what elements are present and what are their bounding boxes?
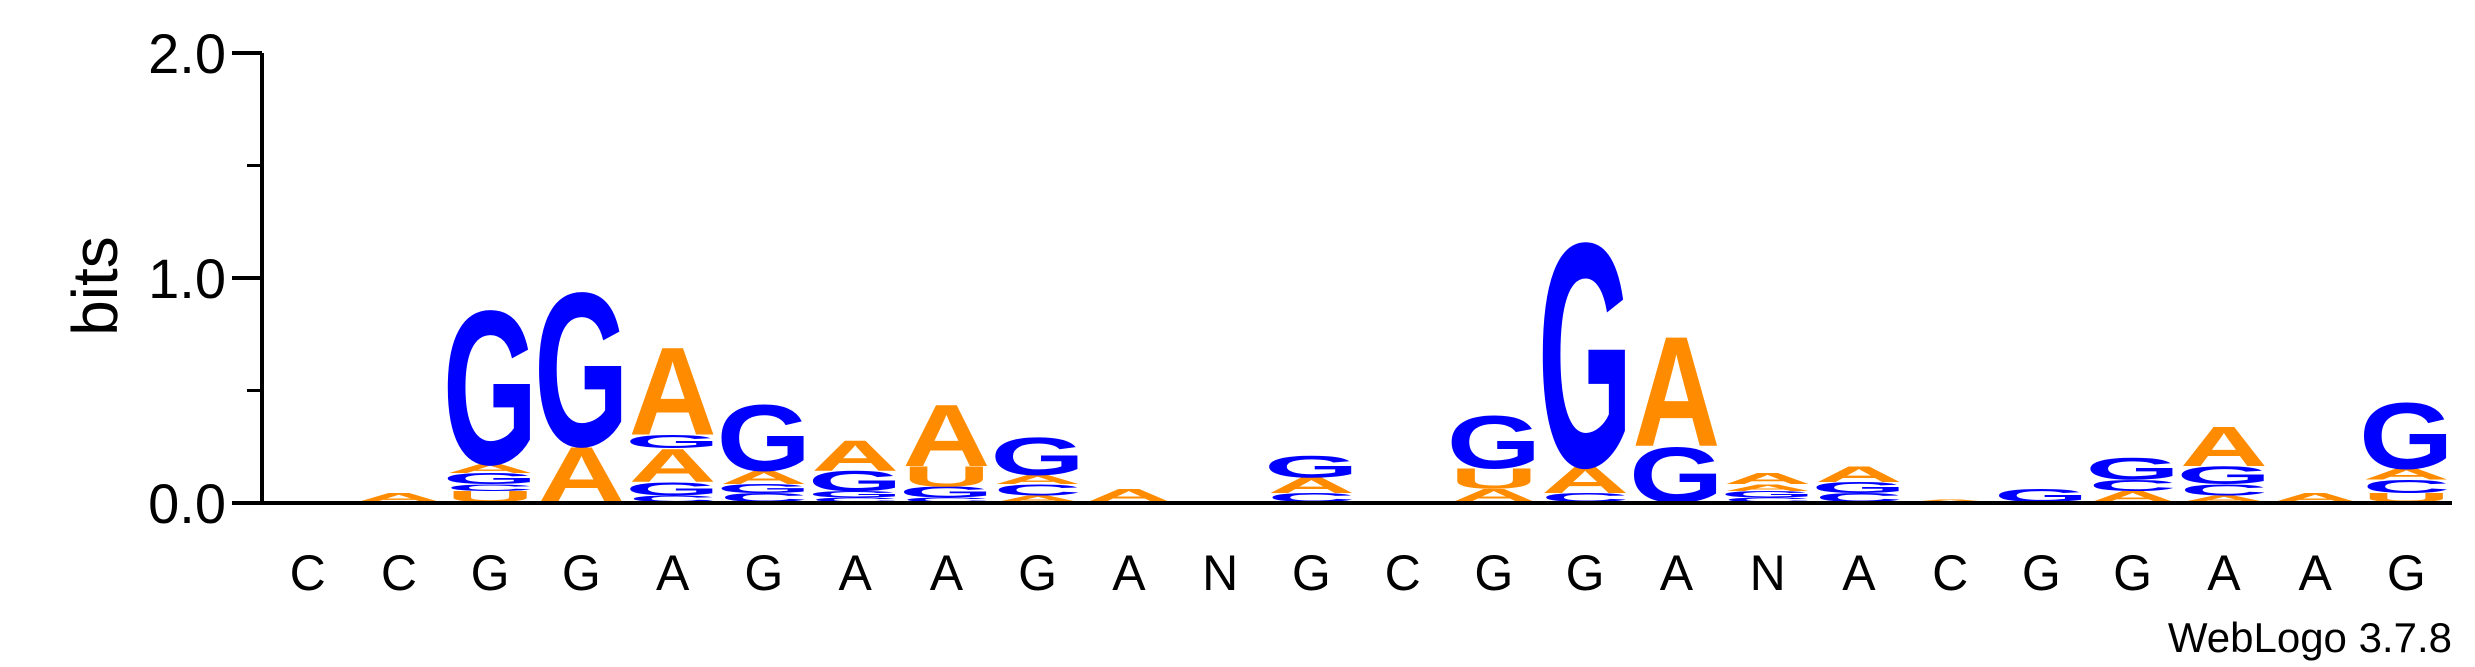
logo-letter-g: G (1812, 479, 1907, 497)
weblogo-credit: WebLogo 3.7.8 (2168, 614, 2452, 661)
position-label: N (1202, 545, 1238, 601)
logo-letter-g: G (808, 465, 903, 497)
logo-letter-g: G (625, 431, 720, 452)
logo-letter-c: C (902, 496, 990, 503)
logo-letter-c: C (2089, 477, 2177, 495)
logo-letter-g: G (443, 470, 538, 488)
logo-letter-g: G (899, 483, 994, 501)
position-label: G (2022, 545, 2061, 601)
y-axis-label: bits (59, 236, 131, 336)
logo-letter-g: G (1720, 489, 1815, 499)
logo-letter-g: G (534, 247, 629, 493)
logo-letter-a: A (1724, 482, 1812, 492)
logo-letter-c: C (446, 482, 534, 492)
position-label: C (1932, 545, 1968, 601)
position-label: A (838, 545, 872, 601)
logo-letter-u: U (902, 461, 990, 493)
position-label: G (1474, 545, 1513, 601)
logo-letter-c: C (2180, 481, 2268, 499)
position-label: G (1292, 545, 1331, 601)
position-label: A (1660, 545, 1694, 601)
logo-letter-a: A (1815, 462, 1903, 487)
logo-letter-c: C (811, 496, 899, 503)
position-label: G (744, 545, 783, 601)
logo-letter-a: A (2362, 465, 2450, 483)
logo-letter-g: G (1447, 400, 1542, 484)
logo-letter-g: G (625, 478, 720, 499)
y-axis-ticks: 0.0 1.0 2.0 (148, 22, 262, 535)
y-tick-label: 2.0 (148, 22, 226, 85)
logo-letter-a: A (1724, 470, 1812, 488)
logo-letter-a: A (1906, 499, 1994, 503)
logo-letter-a: A (1267, 473, 1355, 498)
logo-letter-c: C (2362, 476, 2450, 497)
logo-letter-g: G (2359, 383, 2454, 489)
logo-letter-a: A (1541, 459, 1629, 501)
position-label: A (656, 545, 690, 601)
position-label: A (1842, 545, 1876, 601)
logo-letter-a: A (720, 467, 808, 488)
logo-letter-a: A (1450, 485, 1538, 506)
position-label: G (471, 545, 510, 601)
position-label: G (562, 545, 601, 601)
logo-letter-g: G (2177, 461, 2272, 489)
logo-letter-a: A (994, 494, 1082, 504)
position-label: C (381, 545, 417, 601)
logo-letter-g: G (443, 265, 538, 511)
y-tick-label: 0.0 (148, 472, 226, 535)
logo-letter-a: A (902, 387, 990, 485)
logo-letter-c: C (629, 494, 717, 504)
logo-letter-a: A (1085, 485, 1173, 506)
logo-letter-a: A (2180, 415, 2268, 478)
logo-letter-g: G (1994, 485, 2089, 506)
position-label: A (2298, 545, 2332, 601)
logo-letter-g: G (717, 482, 812, 496)
logo-letter-g: G (2085, 451, 2180, 486)
position-label: G (1018, 545, 1057, 601)
logo-letter-a: A (994, 473, 1082, 487)
position-label: G (1566, 545, 1605, 601)
position-label: G (2387, 545, 2426, 601)
y-tick-label: 1.0 (148, 247, 226, 310)
logo-letter-a: A (446, 462, 534, 476)
position-label: A (1112, 545, 1146, 601)
position-label: A (930, 545, 964, 601)
logo-letter-g: G (1538, 178, 1633, 535)
logo-letter-a: A (629, 322, 717, 462)
logo-letter-a: A (1632, 304, 1720, 480)
logo-letter-g: G (808, 489, 903, 499)
logo-letter-g: G (1264, 449, 1359, 484)
position-label: C (290, 545, 326, 601)
logo-letter-a: A (629, 439, 717, 492)
logo-letter-g: G (990, 427, 1085, 487)
position-label: C (1385, 545, 1421, 601)
logo-letter-c: C (1724, 496, 1812, 503)
logo-letter-a: A (811, 431, 899, 480)
logo-letter-u: U (1450, 463, 1538, 495)
logo-letter-a: A (2180, 494, 2268, 504)
logo-letter-g: G (717, 386, 812, 492)
logo-letter-c: C (994, 481, 1082, 499)
position-label: A (2207, 545, 2241, 601)
position-label: G (2113, 545, 2152, 601)
position-label: N (1750, 545, 1786, 601)
